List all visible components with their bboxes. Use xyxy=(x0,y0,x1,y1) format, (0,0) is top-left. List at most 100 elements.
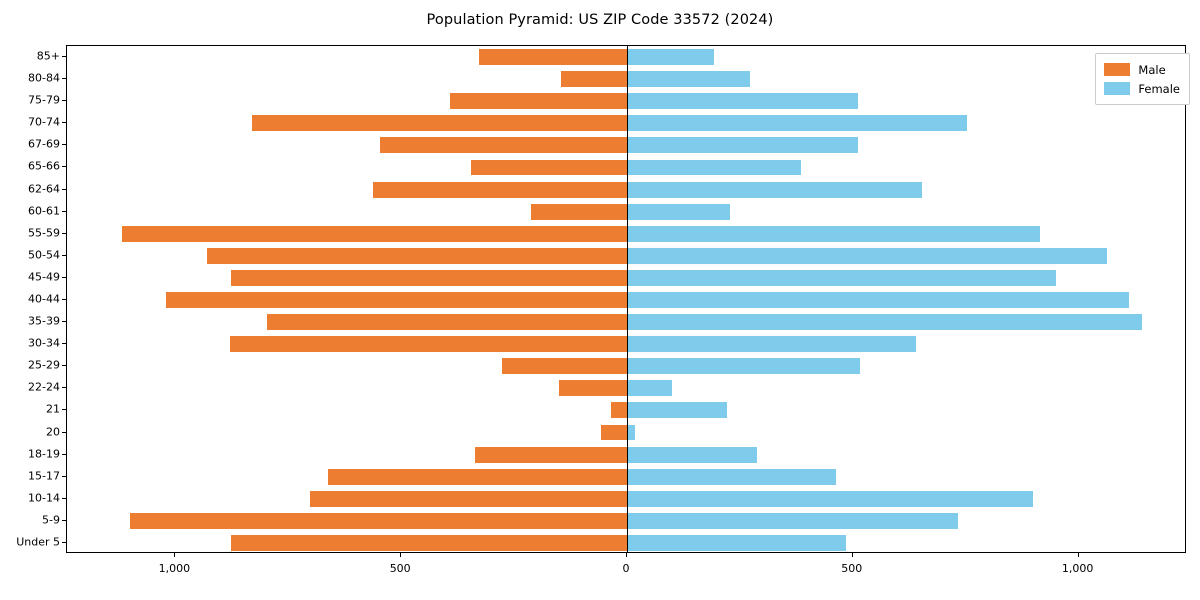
bar-male xyxy=(231,535,627,551)
x-axis-tick-mark xyxy=(174,553,176,557)
bar-female xyxy=(627,402,728,419)
bar-male xyxy=(231,269,627,286)
x-axis-tick-label: 0 xyxy=(622,562,630,575)
y-axis-tick-mark xyxy=(62,188,66,190)
bar-female xyxy=(627,137,858,154)
y-axis-tick-mark xyxy=(62,78,66,80)
bar-female xyxy=(627,71,751,88)
bar-row xyxy=(67,115,1185,132)
y-axis-tick-label: 5-9 xyxy=(42,513,60,527)
legend-entry: Male xyxy=(1104,60,1180,79)
legend-label: Male xyxy=(1138,62,1166,77)
chart-title: Population Pyramid: US ZIP Code 33572 (2… xyxy=(426,12,774,28)
y-axis-tick-mark xyxy=(62,541,66,543)
bar-row xyxy=(67,225,1185,242)
bar-female xyxy=(627,181,923,198)
y-axis-tick-label: 50-54 xyxy=(28,248,60,262)
bar-row xyxy=(67,535,1185,551)
bar-female xyxy=(627,314,1142,331)
bar-row xyxy=(67,49,1185,65)
bar-female xyxy=(627,203,730,220)
y-axis-tick-label: 25-29 xyxy=(28,358,60,372)
bars-layer xyxy=(67,46,1185,552)
y-axis-tick-mark xyxy=(62,254,66,256)
bar-male xyxy=(166,292,627,308)
y-axis-tick-mark xyxy=(62,321,66,323)
bar-row xyxy=(67,402,1185,419)
y-axis-tick-label: 80-84 xyxy=(28,71,60,85)
bar-male xyxy=(611,402,627,419)
y-axis-tick-mark xyxy=(62,497,66,499)
bar-row xyxy=(67,380,1185,397)
bar-female xyxy=(627,292,1129,308)
bar-row xyxy=(67,71,1185,88)
y-axis-tick-mark xyxy=(62,299,66,300)
x-axis-tick-label: 1,000 xyxy=(158,562,191,575)
bar-male xyxy=(561,71,627,88)
y-axis-tick-label: 10-14 xyxy=(28,491,60,505)
y-axis-tick-mark xyxy=(62,453,66,455)
y-axis-tick-mark xyxy=(62,431,66,433)
x-axis-tick-label: 500 xyxy=(841,562,863,575)
bar-row xyxy=(67,159,1185,176)
y-axis-tick-mark xyxy=(62,276,66,278)
bar-row xyxy=(67,358,1185,375)
bar-row xyxy=(67,203,1185,220)
bar-male xyxy=(379,137,627,154)
bar-female xyxy=(627,159,801,176)
y-axis-tick-mark xyxy=(62,343,66,345)
bar-female xyxy=(627,380,673,397)
bar-male xyxy=(251,115,627,132)
bar-female xyxy=(627,424,636,441)
legend-swatch xyxy=(1104,82,1131,95)
x-axis-tick-mark xyxy=(626,553,627,557)
bar-female xyxy=(627,535,847,551)
bar-female xyxy=(627,512,958,529)
y-axis-tick-label: 20 xyxy=(46,425,60,439)
bar-row xyxy=(67,314,1185,331)
bar-male xyxy=(474,446,627,463)
bar-row xyxy=(67,247,1185,264)
x-axis-tick-mark xyxy=(400,553,402,557)
bar-row xyxy=(67,292,1185,308)
y-axis-tick-label: 40-44 xyxy=(28,292,60,306)
y-axis-tick-label: 67-69 xyxy=(28,137,60,151)
bar-row xyxy=(67,137,1185,154)
y-axis-tick-label: 70-74 xyxy=(28,115,60,129)
x-axis-tick-label: 1,000 xyxy=(1061,562,1094,575)
bar-female xyxy=(627,269,1057,286)
y-axis-tick-mark xyxy=(62,475,66,477)
y-axis-tick-label: 35-39 xyxy=(28,314,60,328)
bar-row xyxy=(67,181,1185,198)
bar-male xyxy=(558,380,627,397)
bar-male xyxy=(207,247,627,264)
bar-male xyxy=(122,225,627,242)
bar-male xyxy=(501,358,627,375)
bar-row xyxy=(67,424,1185,441)
y-axis-tick-label: 60-61 xyxy=(28,204,60,218)
y-axis-tick-mark xyxy=(62,166,66,168)
bar-row xyxy=(67,446,1185,463)
bar-male xyxy=(449,93,627,110)
chart-legend: Male Female xyxy=(1095,53,1190,105)
bar-female xyxy=(627,358,861,375)
y-axis-tick-mark xyxy=(62,409,66,411)
y-axis-tick-mark xyxy=(62,365,66,367)
bar-row xyxy=(67,512,1185,529)
bar-male xyxy=(372,181,627,198)
bar-female xyxy=(627,93,859,110)
x-axis-tick-mark xyxy=(851,553,853,557)
y-axis-tick-mark xyxy=(62,144,66,146)
y-axis-tick-mark xyxy=(62,519,66,521)
legend-entry: Female xyxy=(1104,79,1180,98)
legend-swatch xyxy=(1104,63,1131,76)
bar-female xyxy=(627,247,1107,264)
y-axis-tick-label: Under 5 xyxy=(16,535,60,549)
x-axis-tick-label: 500 xyxy=(389,562,411,575)
bar-female xyxy=(627,225,1041,242)
y-axis-tick-mark xyxy=(62,210,66,212)
y-axis-tick-label: 75-79 xyxy=(28,93,60,107)
bar-row xyxy=(67,468,1185,485)
legend-label: Female xyxy=(1138,81,1180,96)
